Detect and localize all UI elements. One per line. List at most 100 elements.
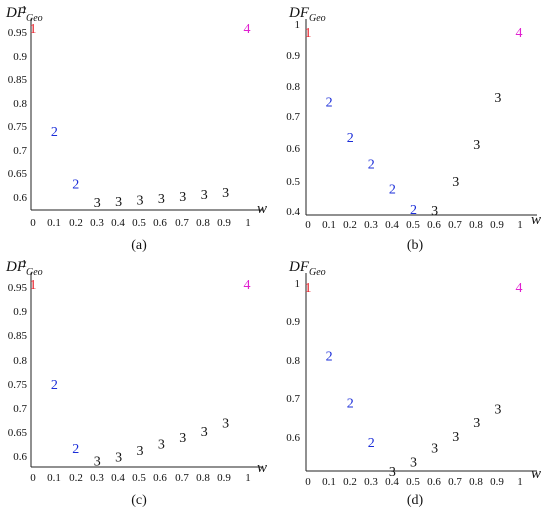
xtick-label: 0.4 [385, 476, 399, 488]
point-label-2: 2 [389, 182, 396, 197]
point-label-2: 2 [72, 442, 79, 457]
point-label-3: 3 [179, 190, 186, 205]
ylabel-sub-a: Geo [26, 13, 43, 24]
point-label-3: 3 [431, 442, 438, 457]
point-label-3: 3 [452, 430, 459, 445]
point-label-2: 2 [326, 95, 333, 110]
ytick-label: 0.7 [286, 111, 300, 123]
xlabel-a: w [257, 201, 267, 217]
xtick-label: 0.1 [47, 472, 61, 484]
ytick-label: 0.85 [8, 74, 28, 86]
xtick-label: 0.4 [385, 219, 399, 231]
point-label-2: 2 [347, 131, 354, 146]
xtick-label: 1 [517, 219, 523, 231]
ylabel-a: DFGeo [5, 5, 43, 24]
ytick-label: 0.9 [13, 51, 27, 63]
xtick-label: 0.5 [406, 219, 420, 231]
xtick-label: 0.7 [175, 472, 189, 484]
xtick-label: 1 [517, 476, 523, 488]
xtick-label: 0.8 [196, 217, 210, 229]
ytick-label: 0.65 [8, 427, 28, 439]
xtick-label: 0.4 [111, 472, 125, 484]
point-label-3: 3 [494, 91, 501, 106]
xtick-label: 0.2 [343, 219, 357, 231]
point-label-3: 3 [201, 188, 208, 203]
ytick-label: 0.7 [13, 403, 27, 415]
yticks-b: 0.4 0.5 0.6 0.7 0.8 0.9 1 [286, 19, 300, 218]
point-label-2: 2 [51, 125, 58, 140]
xticks-a: 0 0.1 0.2 0.3 0.4 0.5 0.6 0.7 0.8 0.9 1 [30, 217, 251, 229]
ytick-label: 0.6 [13, 451, 27, 463]
point-label-3: 3 [452, 175, 459, 190]
point-label-3: 3 [222, 186, 229, 201]
ytick-label: 0.8 [286, 355, 300, 367]
xtick-label: 0 [30, 472, 36, 484]
ytick-label: 0.8 [13, 98, 27, 110]
ylabel-b: DFGeo [288, 5, 326, 24]
ytick-label: 1 [295, 19, 301, 31]
ytick-label: 0.5 [286, 176, 300, 188]
yticks-a: 0.6 0.65 0.7 0.75 0.8 0.85 0.9 0.95 1 [8, 4, 28, 204]
xtick-label: 0.6 [153, 472, 167, 484]
ylabel-sub-d: Geo [309, 267, 326, 278]
xtick-label: 0.5 [132, 472, 146, 484]
xlabel-d: w [531, 466, 541, 482]
point-label-3: 3 [115, 195, 122, 210]
point-label-2: 2 [368, 157, 375, 172]
point-label-4: 4 [516, 281, 523, 296]
point-label-3: 3 [94, 196, 101, 211]
xtick-label: 0.8 [469, 219, 483, 231]
ytick-label: 0.95 [8, 282, 28, 294]
point-label-3: 3 [494, 403, 501, 418]
point-label-2: 2 [72, 178, 79, 193]
xtick-label: 0.3 [90, 217, 104, 229]
ylabel-main-c: DF [5, 259, 27, 275]
xticks-c: 0 0.1 0.2 0.3 0.4 0.5 0.6 0.7 0.8 0.9 1 [30, 472, 251, 484]
xtick-label: 0.5 [132, 217, 146, 229]
point-label-1: 1 [30, 278, 37, 293]
xtick-label: 0.6 [153, 217, 167, 229]
xtick-label: 0.6 [427, 476, 441, 488]
point-label-3: 3 [473, 416, 480, 431]
ylabel-main-b: DF [288, 5, 310, 21]
xtick-label: 0.2 [69, 472, 83, 484]
ytick-label: 0.9 [286, 316, 300, 328]
ytick-label: 0.65 [8, 168, 28, 180]
point-label-3: 3 [201, 425, 208, 440]
yticks-d: 0.6 0.7 0.8 0.9 1 [286, 278, 300, 444]
xtick-label: 0 [30, 217, 36, 229]
panel-d: DFGeo 0.6 0.7 0.8 0.9 1 0 0.1 0.2 0.3 0.… [286, 259, 541, 508]
yticks-c: 0.6 0.65 0.7 0.75 0.8 0.85 0.9 0.95 1 [8, 258, 28, 463]
xticks-b: 0 0.1 0.2 0.3 0.4 0.5 0.6 0.7 0.8 0.9 1 [305, 219, 523, 231]
ylabel-d: DFGeo [288, 259, 326, 278]
xtick-label: 0.8 [469, 476, 483, 488]
point-label-2: 2 [410, 203, 417, 218]
ytick-label: 0.75 [8, 379, 28, 391]
xlabel-c: w [257, 460, 267, 476]
xtick-label: 0 [305, 476, 311, 488]
point-label-3: 3 [431, 204, 438, 219]
point-label-2: 2 [368, 436, 375, 451]
xtick-label: 0.8 [196, 472, 210, 484]
ytick-label: 0.8 [286, 81, 300, 93]
ytick-label: 0.8 [13, 355, 27, 367]
xtick-label: 1 [245, 472, 251, 484]
ytick-label: 1 [295, 278, 301, 290]
point-label-3: 3 [389, 465, 396, 480]
ylabel-main-a: DF [5, 5, 27, 21]
xtick-label: 0.9 [217, 217, 231, 229]
xtick-label: 0.1 [322, 219, 336, 231]
panel-c: DFGeo 0.6 0.65 0.7 0.75 0.8 0.85 0.9 0.9… [5, 258, 267, 508]
ytick-label: 0.7 [13, 145, 27, 157]
xtick-label: 0.9 [217, 472, 231, 484]
xtick-label: 0.5 [406, 476, 420, 488]
ytick-label: 0.9 [286, 50, 300, 62]
ytick-label: 0.7 [286, 393, 300, 405]
xtick-label: 0.7 [448, 476, 462, 488]
xticks-d: 0 0.1 0.2 0.3 0.4 0.5 0.6 0.7 0.8 0.9 1 [305, 476, 523, 488]
ytick-label: 0.6 [286, 432, 300, 444]
